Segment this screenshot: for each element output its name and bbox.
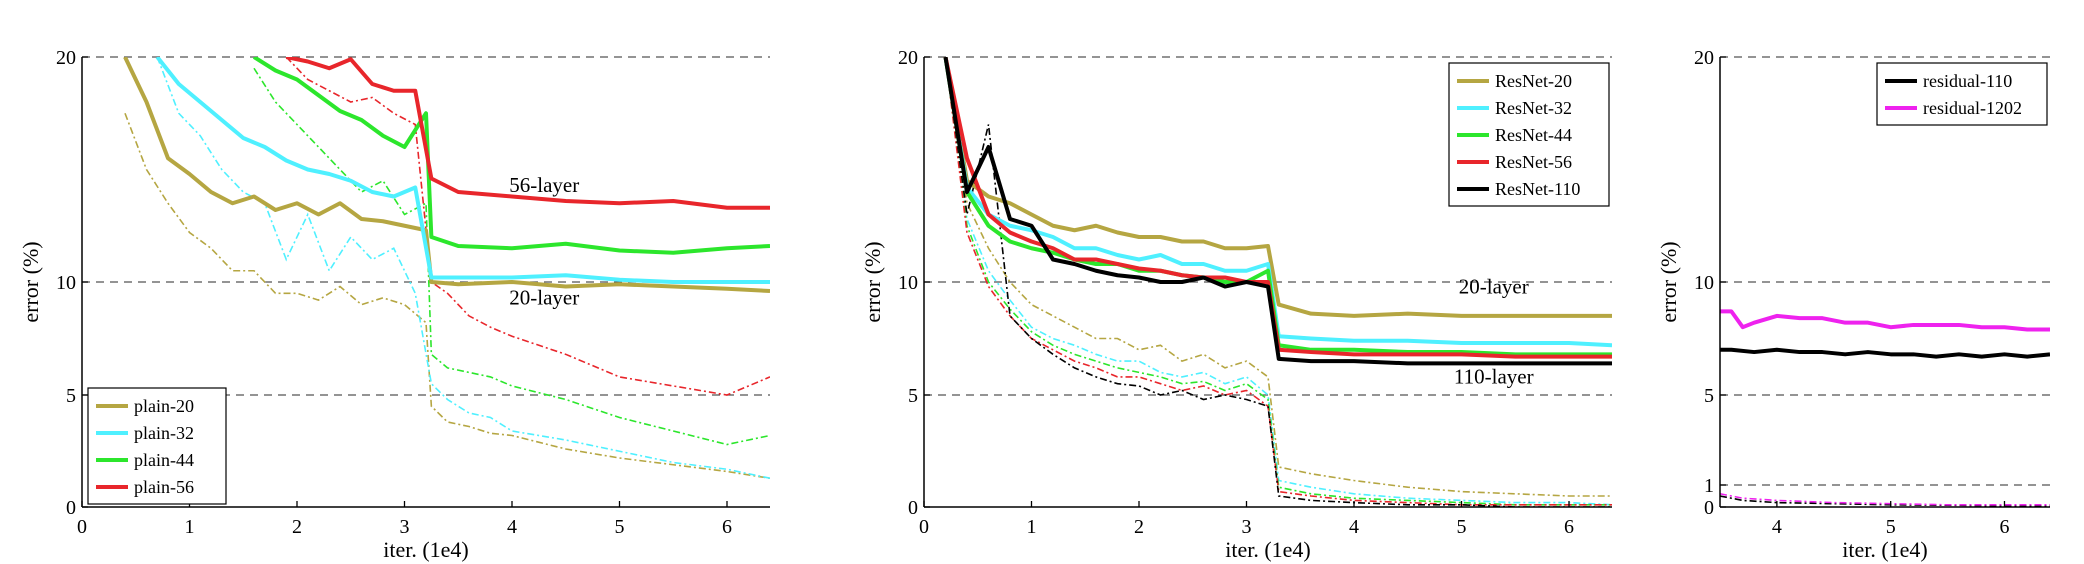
- x-tick-label: 4: [507, 516, 517, 538]
- y-tick-label: 10: [898, 272, 918, 294]
- x-tick-label: 1: [1027, 516, 1037, 538]
- x-tick-label: 4: [1772, 516, 1782, 538]
- x-tick-label: 6: [722, 516, 732, 538]
- plot-area: [1720, 309, 2050, 507]
- series-annotation: 20-layer: [1459, 274, 1529, 298]
- x-tick-label: 5: [1886, 516, 1896, 538]
- x-tick-label: 2: [1134, 516, 1144, 538]
- legend-box: [1876, 62, 2048, 126]
- y-tick-label: 0: [66, 497, 76, 519]
- series-test-line: [155, 57, 770, 284]
- legend-label: ResNet-110: [1495, 179, 1580, 199]
- series-test-line: [943, 57, 1612, 366]
- plot-area: [943, 57, 1612, 507]
- series-train-line: [944, 57, 1612, 507]
- series-test-line: [943, 57, 1612, 318]
- series-test-line: [1720, 347, 2050, 359]
- series-train-line: [124, 112, 770, 480]
- series-test-line: [943, 57, 1612, 359]
- plot-area: [123, 57, 770, 480]
- legend-label: plain-44: [134, 450, 194, 470]
- x-tick-label: 3: [400, 516, 410, 538]
- series-annotation: 20-layer: [509, 286, 579, 310]
- y-tick-label: 20: [1694, 47, 1714, 69]
- y-tick-label: 0: [908, 497, 918, 519]
- series-train-line: [285, 57, 770, 396]
- y-axis-label: error (%): [860, 241, 885, 322]
- x-tick-label: 1: [185, 516, 195, 538]
- series-train-line: [253, 67, 770, 446]
- series-train-line: [1720, 493, 2050, 506]
- series-annotation: 110-layer: [1454, 365, 1534, 389]
- x-tick-label: 0: [919, 516, 929, 538]
- chart-panel-3: 4 5 6 01 5 10 20 iter. (1e4) error (%) residual-1…: [1656, 47, 2050, 562]
- series-test-line: [1720, 309, 2050, 332]
- series-test-line: [252, 57, 770, 255]
- series-test-line: [285, 57, 770, 210]
- x-tick-label: 5: [1457, 516, 1467, 538]
- y-tick-label: 10: [56, 272, 76, 294]
- legend-label: residual-110: [1923, 71, 2012, 91]
- y-tick-label: 0: [1704, 497, 1714, 519]
- series-train-line: [944, 57, 1612, 506]
- legend-label: plain-20: [134, 396, 194, 416]
- x-tick-label: 6: [1564, 516, 1574, 538]
- y-axis-label: error (%): [1656, 241, 1681, 322]
- legend-label: ResNet-20: [1495, 71, 1572, 91]
- series-train-line: [944, 57, 1612, 506]
- series-train-line: [944, 57, 1612, 506]
- y-tick-label: 20: [898, 47, 918, 69]
- legend-label: plain-56: [134, 477, 194, 497]
- x-axis-label: iter. (1e4): [1225, 537, 1311, 562]
- y-tick-label: 20: [56, 47, 76, 69]
- series-test-line: [123, 57, 770, 294]
- legend-label: plain-32: [134, 423, 194, 443]
- legend-label: ResNet-32: [1495, 98, 1572, 118]
- y-tick-label: 5: [1704, 385, 1714, 407]
- y-tick-label: 5: [66, 385, 76, 407]
- legend-label: ResNet-56: [1495, 152, 1572, 172]
- y-axis-label: error (%): [18, 241, 43, 322]
- x-tick-label: 2: [292, 516, 302, 538]
- series-annotation: 56-layer: [509, 173, 579, 197]
- series-train-line: [156, 57, 770, 480]
- legend-label: ResNet-44: [1495, 125, 1572, 145]
- x-tick-label: 0: [77, 516, 87, 538]
- series-test-line: [943, 57, 1612, 348]
- x-axis-label: iter. (1e4): [1842, 537, 1928, 562]
- x-axis-label: iter. (1e4): [383, 537, 469, 562]
- chart-panel-1: 0 1 2 3 4 5 6 0 5 10 20 iter. (1e4) error (%) 56-laye…: [18, 47, 770, 562]
- x-tick-label: 6: [1999, 516, 2009, 538]
- legend-label: residual-1202: [1923, 98, 2022, 118]
- chart-panel-2: 0 1 2 3 4 5 6 0 5 10 20 iter. (1e4) error (%) 20-laye…: [860, 47, 1612, 562]
- x-tick-label: 4: [1349, 516, 1359, 538]
- y-tick-label: 10: [1694, 272, 1714, 294]
- y-tick-label: 5: [908, 385, 918, 407]
- series-train-line: [1720, 495, 2050, 507]
- y-tick-label: 1: [1704, 475, 1714, 497]
- x-tick-label: 5: [615, 516, 625, 538]
- x-tick-label: 3: [1242, 516, 1252, 538]
